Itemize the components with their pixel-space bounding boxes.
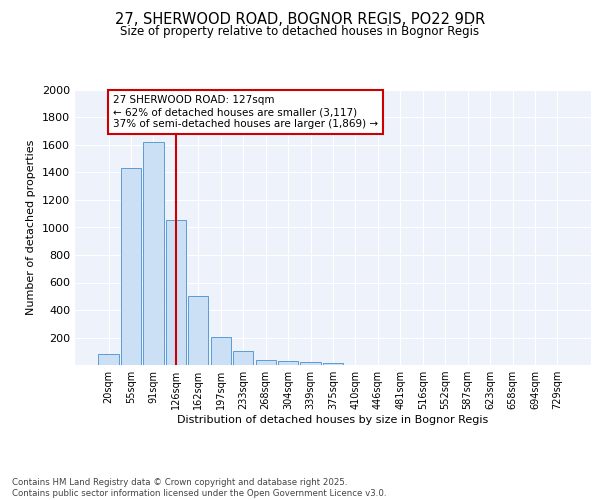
Bar bbox=[233, 350, 253, 365]
Bar bbox=[143, 142, 164, 365]
Bar bbox=[323, 362, 343, 365]
Bar bbox=[211, 337, 231, 365]
Text: 27, SHERWOOD ROAD, BOGNOR REGIS, PO22 9DR: 27, SHERWOOD ROAD, BOGNOR REGIS, PO22 9D… bbox=[115, 12, 485, 28]
Bar bbox=[188, 296, 208, 365]
Bar bbox=[278, 361, 298, 365]
Y-axis label: Number of detached properties: Number of detached properties bbox=[26, 140, 37, 315]
Bar bbox=[301, 362, 320, 365]
X-axis label: Distribution of detached houses by size in Bognor Regis: Distribution of detached houses by size … bbox=[178, 415, 488, 425]
Bar bbox=[98, 354, 119, 365]
Text: Contains HM Land Registry data © Crown copyright and database right 2025.
Contai: Contains HM Land Registry data © Crown c… bbox=[12, 478, 386, 498]
Bar bbox=[166, 220, 186, 365]
Bar bbox=[121, 168, 141, 365]
Bar bbox=[256, 360, 276, 365]
Text: 27 SHERWOOD ROAD: 127sqm
← 62% of detached houses are smaller (3,117)
37% of sem: 27 SHERWOOD ROAD: 127sqm ← 62% of detach… bbox=[113, 96, 378, 128]
Text: Size of property relative to detached houses in Bognor Regis: Size of property relative to detached ho… bbox=[121, 25, 479, 38]
